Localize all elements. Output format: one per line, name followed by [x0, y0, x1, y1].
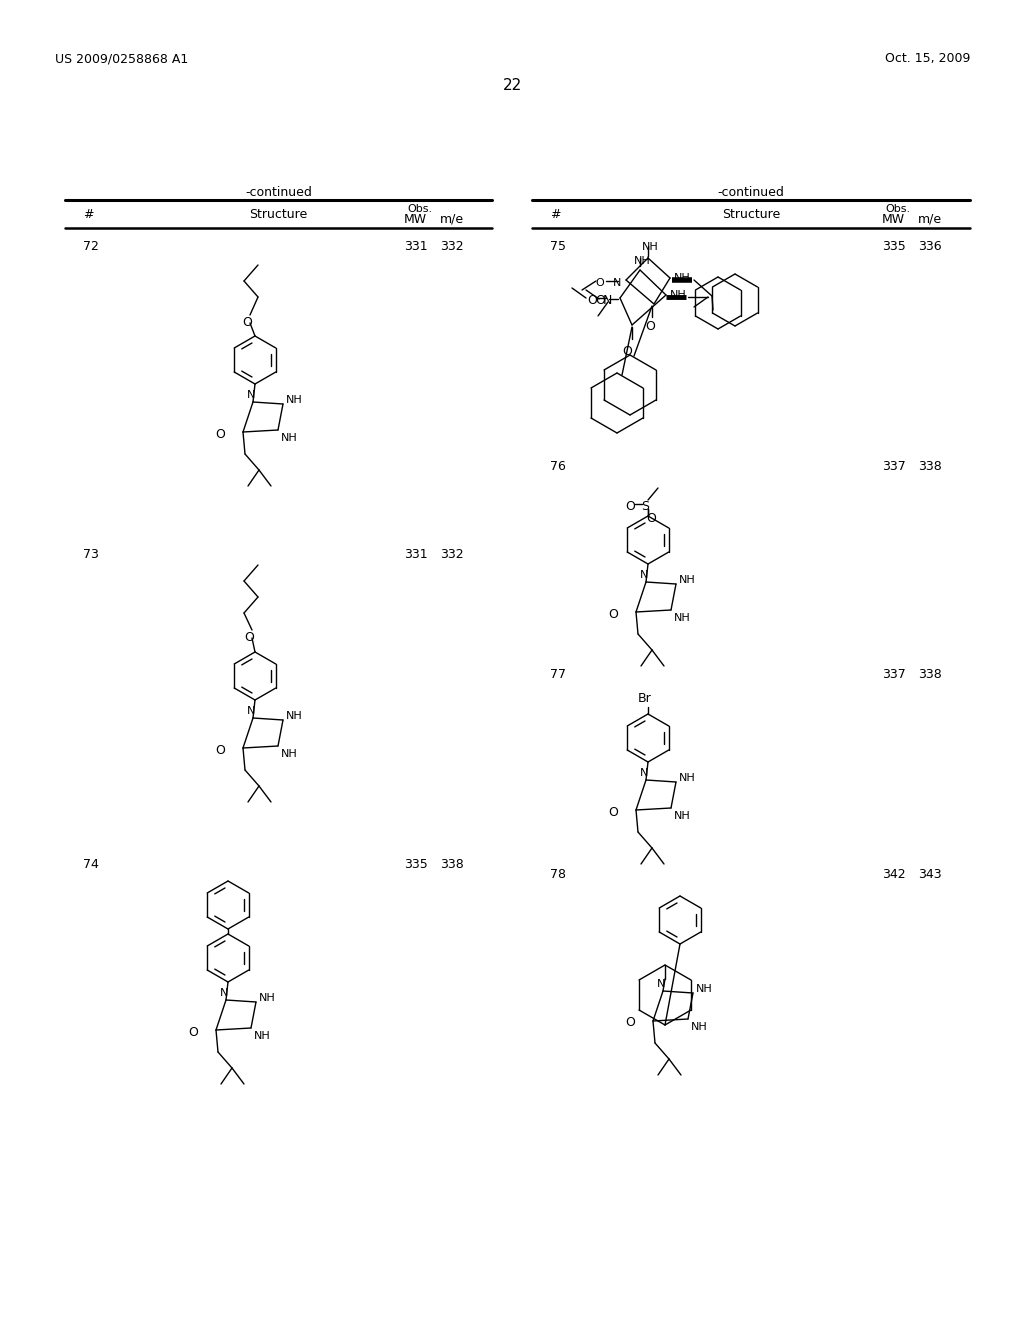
- Text: 338: 338: [918, 459, 942, 473]
- Text: 332: 332: [440, 548, 464, 561]
- Text: NH: NH: [670, 290, 687, 300]
- Text: NH: NH: [286, 711, 303, 721]
- Text: MW: MW: [882, 213, 905, 226]
- Text: N: N: [640, 768, 648, 777]
- Text: O: O: [215, 428, 225, 441]
- Text: -continued: -continued: [245, 186, 312, 199]
- Text: 22: 22: [503, 78, 521, 92]
- Text: MW: MW: [404, 213, 427, 226]
- Text: NH: NH: [696, 983, 713, 994]
- Text: 343: 343: [918, 869, 942, 880]
- Text: O: O: [244, 631, 254, 644]
- Text: 73: 73: [83, 548, 99, 561]
- Text: 76: 76: [550, 459, 566, 473]
- Text: NH: NH: [674, 810, 691, 821]
- Text: NH: NH: [281, 748, 298, 759]
- Text: Br: Br: [638, 693, 652, 705]
- Text: NH: NH: [286, 395, 303, 405]
- Text: #: #: [83, 209, 93, 220]
- Text: US 2009/0258868 A1: US 2009/0258868 A1: [55, 51, 188, 65]
- Text: m/e: m/e: [440, 213, 464, 226]
- Text: NH: NH: [642, 242, 658, 252]
- Text: 74: 74: [83, 858, 99, 871]
- Text: S: S: [641, 500, 649, 513]
- Text: 338: 338: [918, 668, 942, 681]
- Text: 338: 338: [440, 858, 464, 871]
- Text: NH: NH: [674, 273, 691, 282]
- Text: O: O: [608, 805, 618, 818]
- Text: Obs.: Obs.: [407, 205, 432, 214]
- Text: Structure: Structure: [250, 209, 307, 220]
- Text: N: N: [612, 279, 621, 288]
- Text: O: O: [645, 319, 655, 333]
- Text: NH: NH: [281, 433, 298, 444]
- Text: O: O: [215, 743, 225, 756]
- Text: 75: 75: [550, 240, 566, 253]
- Text: N: N: [220, 987, 228, 998]
- Text: NH: NH: [259, 993, 275, 1003]
- Text: 331: 331: [404, 240, 428, 253]
- Text: O: O: [625, 1016, 635, 1030]
- Text: 77: 77: [550, 668, 566, 681]
- Text: Structure: Structure: [722, 209, 780, 220]
- Text: 335: 335: [882, 240, 906, 253]
- Text: m/e: m/e: [918, 213, 942, 226]
- Text: O: O: [596, 279, 604, 288]
- Text: 335: 335: [404, 858, 428, 871]
- Text: O: O: [595, 293, 605, 306]
- Text: NH: NH: [254, 1031, 270, 1041]
- Text: 78: 78: [550, 869, 566, 880]
- Text: 331: 331: [404, 548, 428, 561]
- Text: O: O: [646, 511, 656, 524]
- Text: 337: 337: [882, 459, 906, 473]
- Text: O: O: [587, 294, 597, 308]
- Text: O: O: [608, 607, 618, 620]
- Text: Oct. 15, 2009: Oct. 15, 2009: [885, 51, 970, 65]
- Text: #: #: [550, 209, 560, 220]
- Text: 337: 337: [882, 668, 906, 681]
- Text: O: O: [188, 1026, 198, 1039]
- Text: 332: 332: [440, 240, 464, 253]
- Text: 342: 342: [882, 869, 905, 880]
- Text: NH: NH: [634, 256, 650, 267]
- Text: O: O: [625, 500, 635, 513]
- Text: Obs.: Obs.: [885, 205, 910, 214]
- Text: NH: NH: [679, 576, 695, 585]
- Text: N: N: [247, 389, 255, 400]
- Text: 72: 72: [83, 240, 99, 253]
- Text: NH: NH: [679, 774, 695, 783]
- Text: N: N: [247, 706, 255, 715]
- Text: -continued: -continued: [718, 186, 784, 199]
- Text: O: O: [242, 315, 252, 329]
- Text: O: O: [622, 345, 632, 358]
- Text: N: N: [656, 979, 666, 989]
- Text: NH: NH: [691, 1022, 708, 1032]
- Text: 336: 336: [918, 240, 942, 253]
- Text: N: N: [603, 294, 612, 308]
- Text: NH: NH: [674, 612, 691, 623]
- Text: N: N: [640, 570, 648, 579]
